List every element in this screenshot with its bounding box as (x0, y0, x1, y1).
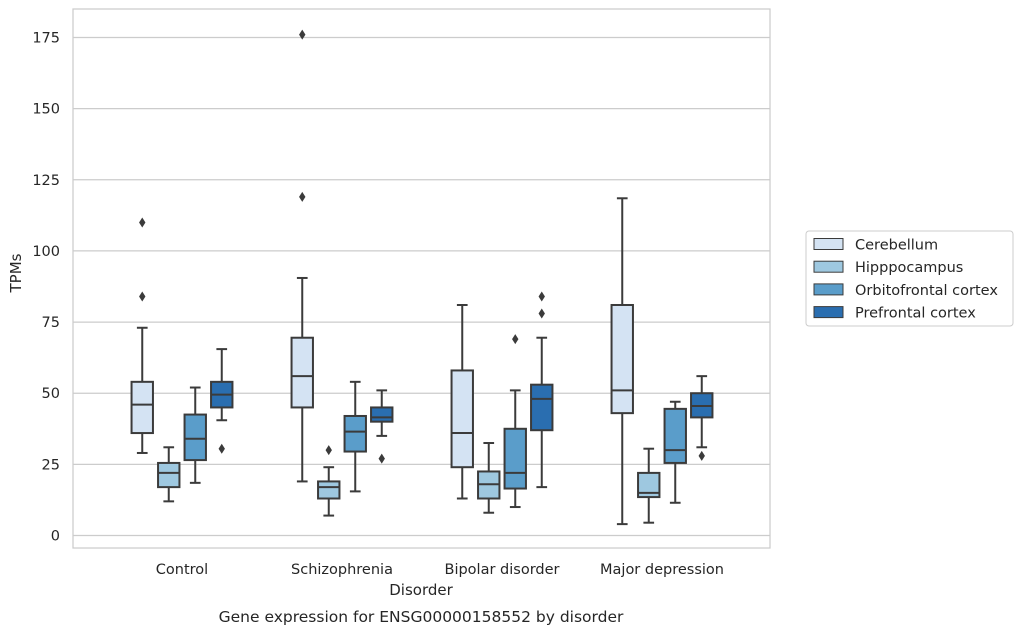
box-1-2 (477, 442, 501, 514)
x-axis-ticks: Control Schizophrenia Bipolar disorder Majo… (156, 562, 724, 578)
box-iqr (370, 406, 394, 423)
box-2-2 (503, 334, 527, 509)
outlier-point (378, 453, 385, 464)
y-tick-label-0: 0 (51, 529, 60, 545)
y-tick-label-100: 100 (32, 244, 60, 260)
box-0-1 (290, 29, 314, 483)
box-iqr (503, 427, 527, 490)
box-3-3 (690, 375, 714, 461)
box-iqr (157, 461, 181, 489)
box-iqr (130, 380, 154, 435)
legend-label-2: Orbitofrontal cortex (855, 283, 998, 299)
outlier-point (299, 29, 306, 40)
y-tick-label-125: 125 (32, 173, 60, 189)
outlier-point (512, 334, 519, 345)
box-3-0 (210, 348, 234, 454)
y-axis-label: TPMs (7, 253, 25, 293)
legend-frame (805, 230, 1014, 327)
box-3-1 (370, 389, 394, 464)
x-tick-label-1: Schizophrenia (291, 562, 393, 578)
box-iqr (663, 407, 687, 464)
legend-swatch-2 (813, 283, 844, 296)
x-tick-label-3: Major depression (600, 562, 724, 578)
outlier-point (538, 308, 545, 319)
legend-swatch-0 (813, 238, 844, 250)
y-tick-label-175: 175 (32, 31, 60, 47)
plot-area-frame (72, 8, 771, 549)
x-tick-label-2: Bipolar disorder (445, 562, 560, 578)
box-2-3 (663, 400, 687, 504)
outlier-point (538, 291, 545, 302)
legend-swatch-3 (813, 306, 844, 319)
outlier-point (325, 445, 332, 456)
outlier-point (698, 450, 705, 461)
box-iqr (610, 303, 634, 415)
box-iqr (530, 383, 554, 432)
legend-label-0: Cerebellum (855, 238, 938, 254)
gridlines (73, 36, 770, 537)
legend-label-3: Prefrontal cortex (855, 306, 976, 322)
outlier-point (139, 217, 146, 228)
y-axis-ticks: 0 25 50 75 100 125 150 175 (32, 31, 60, 545)
box-iqr (450, 369, 474, 469)
x-tick-label-0: Control (156, 562, 208, 578)
box-2-1 (343, 380, 367, 493)
box-2-0 (183, 386, 207, 484)
legend-label-1: Hipppocampus (855, 260, 963, 276)
box-iqr (317, 480, 341, 500)
box-iqr (290, 336, 314, 409)
legend: Cerebellum Hipppocampus Orbitofrontal cort… (805, 230, 1014, 327)
outlier-point (299, 191, 306, 202)
y-tick-label-150: 150 (32, 102, 60, 118)
box-iqr (343, 414, 367, 453)
chart-title: Gene expression for ENSG00000158552 by d… (219, 608, 624, 626)
y-tick-label-25: 25 (42, 457, 60, 473)
y-tick-label-50: 50 (42, 386, 60, 402)
outlier-point (218, 443, 225, 454)
box-1-3 (637, 447, 661, 524)
legend-swatch-1 (813, 260, 844, 273)
box-0-3 (610, 197, 634, 526)
box-iqr (637, 471, 661, 499)
outlier-point (139, 291, 146, 302)
box-series (130, 29, 714, 526)
x-axis-label: Disorder (389, 581, 453, 599)
box-0-2 (450, 303, 474, 500)
box-0-0 (130, 217, 154, 454)
box-3-2 (530, 291, 554, 489)
box-iqr (183, 413, 207, 462)
y-tick-label-75: 75 (42, 315, 60, 331)
box-1-0 (157, 446, 181, 503)
box-1-1 (317, 445, 341, 517)
